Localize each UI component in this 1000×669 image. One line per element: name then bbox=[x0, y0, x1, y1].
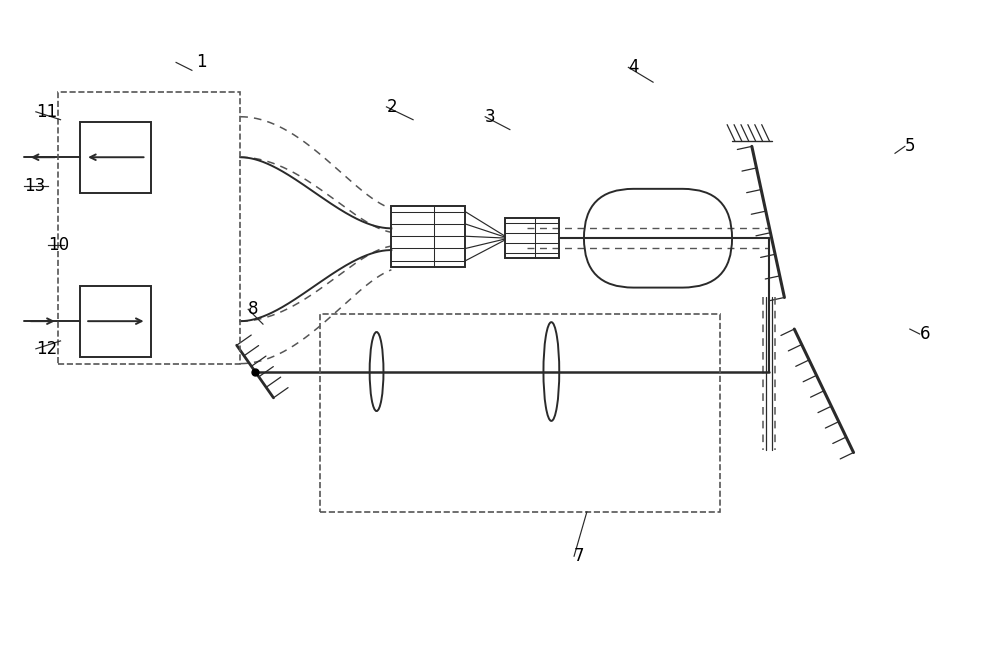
Bar bbox=[505, 219, 559, 258]
Text: 2: 2 bbox=[386, 98, 397, 116]
Text: 3: 3 bbox=[485, 108, 496, 126]
Text: 12: 12 bbox=[36, 340, 57, 358]
Bar bbox=[320, 314, 720, 512]
Text: 5: 5 bbox=[905, 137, 915, 155]
Text: 1: 1 bbox=[196, 54, 206, 72]
Text: 4: 4 bbox=[628, 58, 639, 76]
Text: 8: 8 bbox=[248, 300, 259, 318]
Bar bbox=[80, 122, 151, 193]
Bar bbox=[58, 92, 240, 364]
Text: 10: 10 bbox=[48, 236, 69, 254]
Text: 6: 6 bbox=[920, 325, 930, 343]
Text: 11: 11 bbox=[36, 103, 57, 121]
Text: 13: 13 bbox=[24, 177, 45, 195]
Text: 7: 7 bbox=[574, 547, 585, 565]
Bar bbox=[391, 205, 465, 267]
Bar bbox=[80, 286, 151, 357]
